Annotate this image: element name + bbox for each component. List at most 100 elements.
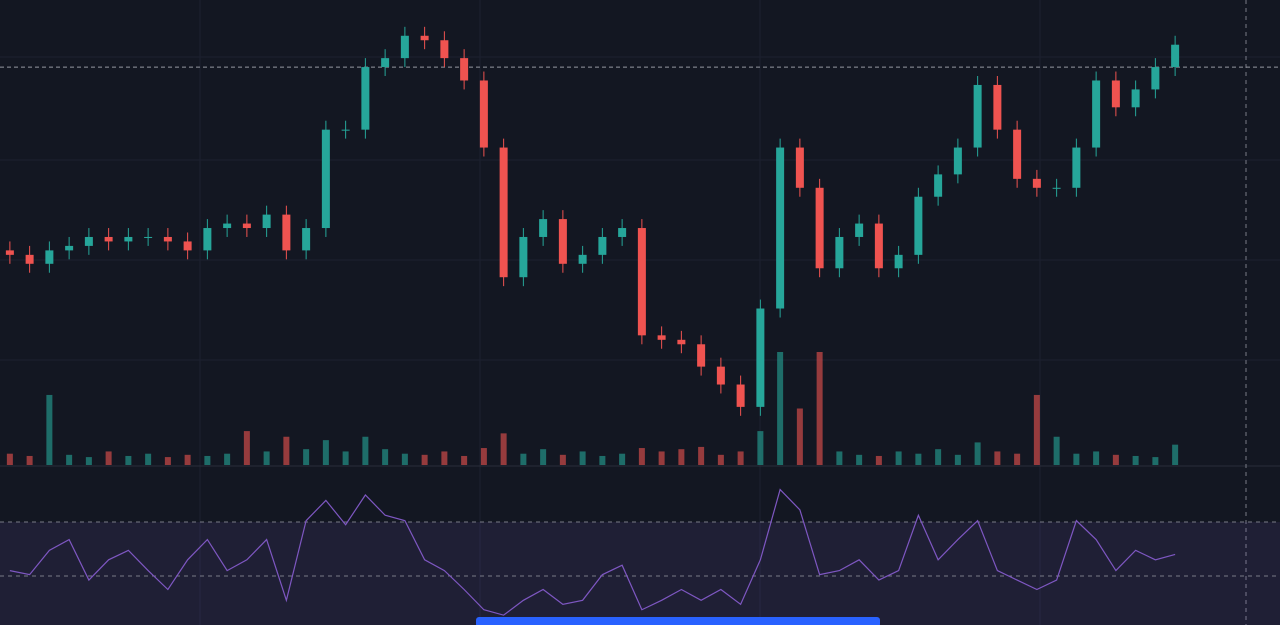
candle-body — [677, 339, 686, 345]
volume-bar — [935, 449, 942, 465]
candle-body — [1032, 178, 1041, 188]
volume-bar — [85, 457, 92, 465]
candle-body — [420, 35, 429, 41]
rsi-band — [0, 522, 1280, 625]
volume-bar — [243, 431, 250, 465]
volume-bar — [322, 440, 329, 465]
volume-bar — [26, 455, 33, 465]
candle-body — [45, 250, 54, 264]
candle-body — [183, 241, 192, 251]
volume-bar — [500, 433, 507, 465]
candle-body — [1013, 129, 1022, 179]
volume-bar — [717, 454, 724, 465]
volume-bar — [1053, 436, 1060, 465]
volume-bar — [1093, 451, 1100, 465]
volume-bar — [678, 449, 685, 465]
volume-bar — [559, 454, 566, 465]
volume-bar — [382, 449, 389, 465]
volume-bar — [737, 451, 744, 465]
volume-bar — [777, 352, 784, 465]
candle-body — [341, 129, 350, 131]
volume-bar — [658, 451, 665, 465]
candle-body — [65, 245, 74, 251]
volume-bar — [796, 408, 803, 465]
volume-bar — [974, 442, 981, 465]
candle-body — [815, 187, 824, 269]
volume-bar — [46, 394, 53, 465]
volume-bar — [895, 451, 902, 465]
candle-body — [973, 84, 982, 148]
candle-body — [697, 344, 706, 367]
candle-body — [144, 236, 153, 238]
candle-body — [163, 236, 172, 242]
volume-bar — [579, 451, 586, 465]
volume-bar — [1014, 453, 1021, 465]
candle-body — [578, 254, 587, 264]
volume-bar — [836, 451, 843, 465]
volume-bar — [6, 453, 13, 465]
volume-bar — [164, 457, 171, 465]
candle-body — [1151, 67, 1160, 90]
candle-body — [795, 147, 804, 188]
volume-bar — [619, 453, 626, 465]
volume-bar — [638, 448, 645, 465]
candle-body — [598, 236, 607, 255]
candle-body — [84, 236, 93, 246]
volume-bar — [303, 449, 310, 465]
candle-body — [1052, 187, 1061, 189]
volume-bar — [342, 451, 349, 465]
candle-body — [381, 58, 390, 68]
candle-body — [1171, 44, 1180, 68]
candle-body — [953, 147, 962, 175]
volume-bar — [1172, 444, 1179, 465]
volume-bar — [421, 454, 428, 465]
candle-body — [618, 228, 627, 237]
candle-body — [242, 223, 251, 229]
volume-bar — [757, 431, 764, 465]
volume-bar — [224, 453, 231, 465]
volume-bar — [66, 454, 73, 465]
candle-body — [1072, 147, 1081, 188]
volume-bar — [954, 454, 961, 465]
candle-body — [657, 335, 666, 340]
volume-bar — [204, 455, 211, 465]
candle-body — [776, 147, 785, 309]
candle-body — [479, 80, 488, 148]
candle-body — [539, 219, 548, 237]
rsi-line — [9, 488, 1176, 616]
volume-bar — [1033, 394, 1040, 465]
volume-bar — [461, 455, 468, 465]
candle-body — [282, 214, 291, 251]
volume-bar — [816, 352, 823, 465]
candle-body — [756, 308, 765, 407]
volume-bar — [480, 448, 487, 465]
volume-bar — [105, 451, 112, 465]
candle-body — [5, 250, 14, 255]
volume-bar — [856, 454, 863, 465]
candle-body — [1111, 80, 1120, 108]
candle-body — [716, 366, 725, 385]
volume-bar — [698, 446, 705, 465]
candle-body — [321, 129, 330, 229]
candle-body — [1131, 89, 1140, 108]
volume-bar — [362, 436, 369, 465]
candle-body — [835, 236, 844, 269]
candle-body — [519, 236, 528, 278]
candle-body — [440, 40, 449, 59]
candle-body — [855, 223, 864, 237]
volume-bar — [1152, 457, 1159, 465]
scrollbar[interactable] — [476, 617, 880, 625]
volume-bar — [599, 455, 606, 465]
volume-bar — [263, 451, 270, 465]
volume-bar — [1132, 455, 1139, 465]
candle-body — [934, 174, 943, 197]
candle-body — [223, 223, 232, 229]
candle-body — [262, 214, 271, 229]
volume-bar — [125, 455, 132, 465]
candle-body — [874, 223, 883, 269]
volume-bar — [184, 454, 191, 465]
volume-bar — [401, 453, 408, 465]
candle-body — [361, 67, 370, 130]
volume-bar — [1112, 454, 1119, 465]
